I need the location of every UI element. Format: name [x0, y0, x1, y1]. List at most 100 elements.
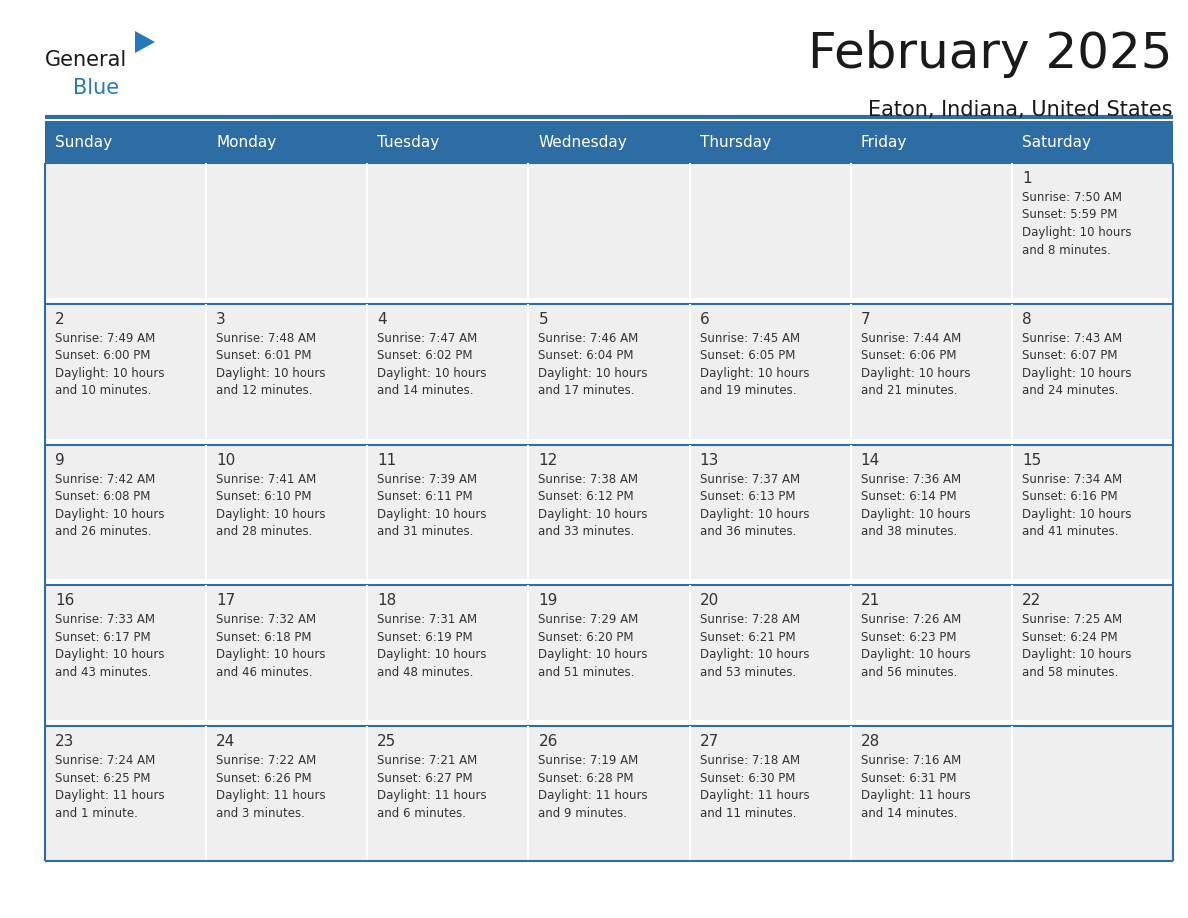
Bar [45, 121, 207, 163]
Text: 19: 19 [538, 593, 558, 609]
Text: Sunrise: 7:50 AM
Sunset: 5:59 PM
Daylight: 10 hours
and 8 minutes.: Sunrise: 7:50 AM Sunset: 5:59 PM Dayligh… [1022, 191, 1131, 256]
Text: Sunrise: 7:45 AM
Sunset: 6:05 PM
Daylight: 10 hours
and 19 minutes.: Sunrise: 7:45 AM Sunset: 6:05 PM Dayligh… [700, 331, 809, 397]
Text: Sunrise: 7:39 AM
Sunset: 6:11 PM
Daylight: 10 hours
and 31 minutes.: Sunrise: 7:39 AM Sunset: 6:11 PM Dayligh… [378, 473, 487, 538]
Bar [851, 444, 1012, 579]
Bar [851, 121, 1012, 163]
Bar [1012, 586, 1173, 721]
Text: Sunrise: 7:47 AM
Sunset: 6:02 PM
Daylight: 10 hours
and 14 minutes.: Sunrise: 7:47 AM Sunset: 6:02 PM Dayligh… [378, 331, 487, 397]
Text: Sunrise: 7:22 AM
Sunset: 6:26 PM
Daylight: 11 hours
and 3 minutes.: Sunrise: 7:22 AM Sunset: 6:26 PM Dayligh… [216, 755, 326, 820]
Text: Friday: Friday [861, 135, 908, 150]
Bar [207, 163, 367, 297]
Bar [45, 726, 207, 861]
Text: 11: 11 [378, 453, 397, 467]
Bar [367, 586, 529, 721]
Text: 17: 17 [216, 593, 235, 609]
Text: 21: 21 [861, 593, 880, 609]
Text: Sunrise: 7:26 AM
Sunset: 6:23 PM
Daylight: 10 hours
and 56 minutes.: Sunrise: 7:26 AM Sunset: 6:23 PM Dayligh… [861, 613, 971, 679]
Text: 13: 13 [700, 453, 719, 467]
Bar [529, 304, 689, 439]
Bar [1012, 163, 1173, 297]
Text: 16: 16 [55, 593, 75, 609]
Bar [529, 163, 689, 297]
Text: 27: 27 [700, 734, 719, 749]
Bar [207, 586, 367, 721]
Text: 14: 14 [861, 453, 880, 467]
Text: 25: 25 [378, 734, 397, 749]
Bar [367, 726, 529, 861]
Text: Sunrise: 7:31 AM
Sunset: 6:19 PM
Daylight: 10 hours
and 48 minutes.: Sunrise: 7:31 AM Sunset: 6:19 PM Dayligh… [378, 613, 487, 679]
Text: 24: 24 [216, 734, 235, 749]
Bar [367, 163, 529, 297]
Text: Sunrise: 7:44 AM
Sunset: 6:06 PM
Daylight: 10 hours
and 21 minutes.: Sunrise: 7:44 AM Sunset: 6:06 PM Dayligh… [861, 331, 971, 397]
Text: 2: 2 [55, 312, 64, 327]
Bar [529, 121, 689, 163]
Bar [689, 444, 851, 579]
Bar [207, 444, 367, 579]
Text: 8: 8 [1022, 312, 1031, 327]
Text: 6: 6 [700, 312, 709, 327]
Bar [689, 163, 851, 297]
Text: 4: 4 [378, 312, 387, 327]
Text: Wednesday: Wednesday [538, 135, 627, 150]
Text: Sunrise: 7:42 AM
Sunset: 6:08 PM
Daylight: 10 hours
and 26 minutes.: Sunrise: 7:42 AM Sunset: 6:08 PM Dayligh… [55, 473, 164, 538]
Text: Monday: Monday [216, 135, 277, 150]
Text: Sunrise: 7:19 AM
Sunset: 6:28 PM
Daylight: 11 hours
and 9 minutes.: Sunrise: 7:19 AM Sunset: 6:28 PM Dayligh… [538, 755, 647, 820]
Bar [689, 121, 851, 163]
Text: Blue: Blue [72, 78, 119, 98]
Text: 1: 1 [1022, 171, 1031, 186]
Text: 20: 20 [700, 593, 719, 609]
Bar [207, 304, 367, 439]
Text: Sunrise: 7:24 AM
Sunset: 6:25 PM
Daylight: 11 hours
and 1 minute.: Sunrise: 7:24 AM Sunset: 6:25 PM Dayligh… [55, 755, 165, 820]
Text: Thursday: Thursday [700, 135, 771, 150]
Text: 3: 3 [216, 312, 226, 327]
Text: Sunrise: 7:41 AM
Sunset: 6:10 PM
Daylight: 10 hours
and 28 minutes.: Sunrise: 7:41 AM Sunset: 6:10 PM Dayligh… [216, 473, 326, 538]
Text: Saturday: Saturday [1022, 135, 1091, 150]
Text: Sunrise: 7:38 AM
Sunset: 6:12 PM
Daylight: 10 hours
and 33 minutes.: Sunrise: 7:38 AM Sunset: 6:12 PM Dayligh… [538, 473, 647, 538]
Bar [529, 726, 689, 861]
Text: Tuesday: Tuesday [378, 135, 440, 150]
Text: Sunrise: 7:49 AM
Sunset: 6:00 PM
Daylight: 10 hours
and 10 minutes.: Sunrise: 7:49 AM Sunset: 6:00 PM Dayligh… [55, 331, 164, 397]
Bar [1012, 304, 1173, 439]
Bar [45, 304, 207, 439]
Bar [1012, 121, 1173, 163]
Text: 23: 23 [55, 734, 75, 749]
Bar [1012, 726, 1173, 861]
Text: Sunrise: 7:29 AM
Sunset: 6:20 PM
Daylight: 10 hours
and 51 minutes.: Sunrise: 7:29 AM Sunset: 6:20 PM Dayligh… [538, 613, 647, 679]
Text: Sunrise: 7:21 AM
Sunset: 6:27 PM
Daylight: 11 hours
and 6 minutes.: Sunrise: 7:21 AM Sunset: 6:27 PM Dayligh… [378, 755, 487, 820]
Text: Sunrise: 7:43 AM
Sunset: 6:07 PM
Daylight: 10 hours
and 24 minutes.: Sunrise: 7:43 AM Sunset: 6:07 PM Dayligh… [1022, 331, 1131, 397]
Text: Sunrise: 7:46 AM
Sunset: 6:04 PM
Daylight: 10 hours
and 17 minutes.: Sunrise: 7:46 AM Sunset: 6:04 PM Dayligh… [538, 331, 647, 397]
Polygon shape [135, 31, 154, 53]
Text: 18: 18 [378, 593, 397, 609]
Text: Sunrise: 7:18 AM
Sunset: 6:30 PM
Daylight: 11 hours
and 11 minutes.: Sunrise: 7:18 AM Sunset: 6:30 PM Dayligh… [700, 755, 809, 820]
Text: Sunday: Sunday [55, 135, 112, 150]
Bar [207, 121, 367, 163]
Bar [45, 444, 207, 579]
Bar [851, 304, 1012, 439]
Text: 28: 28 [861, 734, 880, 749]
Text: Eaton, Indiana, United States: Eaton, Indiana, United States [868, 100, 1173, 120]
Text: Sunrise: 7:25 AM
Sunset: 6:24 PM
Daylight: 10 hours
and 58 minutes.: Sunrise: 7:25 AM Sunset: 6:24 PM Dayligh… [1022, 613, 1131, 679]
Text: 7: 7 [861, 312, 871, 327]
Text: 22: 22 [1022, 593, 1041, 609]
Text: Sunrise: 7:33 AM
Sunset: 6:17 PM
Daylight: 10 hours
and 43 minutes.: Sunrise: 7:33 AM Sunset: 6:17 PM Dayligh… [55, 613, 164, 679]
Text: General: General [45, 50, 127, 70]
Text: Sunrise: 7:48 AM
Sunset: 6:01 PM
Daylight: 10 hours
and 12 minutes.: Sunrise: 7:48 AM Sunset: 6:01 PM Dayligh… [216, 331, 326, 397]
Bar [367, 444, 529, 579]
Text: Sunrise: 7:16 AM
Sunset: 6:31 PM
Daylight: 11 hours
and 14 minutes.: Sunrise: 7:16 AM Sunset: 6:31 PM Dayligh… [861, 755, 971, 820]
Text: Sunrise: 7:36 AM
Sunset: 6:14 PM
Daylight: 10 hours
and 38 minutes.: Sunrise: 7:36 AM Sunset: 6:14 PM Dayligh… [861, 473, 971, 538]
Bar [45, 586, 207, 721]
Text: 10: 10 [216, 453, 235, 467]
Text: 5: 5 [538, 312, 548, 327]
Text: Sunrise: 7:37 AM
Sunset: 6:13 PM
Daylight: 10 hours
and 36 minutes.: Sunrise: 7:37 AM Sunset: 6:13 PM Dayligh… [700, 473, 809, 538]
Bar [689, 586, 851, 721]
Text: 12: 12 [538, 453, 557, 467]
Text: Sunrise: 7:28 AM
Sunset: 6:21 PM
Daylight: 10 hours
and 53 minutes.: Sunrise: 7:28 AM Sunset: 6:21 PM Dayligh… [700, 613, 809, 679]
Bar [367, 304, 529, 439]
Text: Sunrise: 7:34 AM
Sunset: 6:16 PM
Daylight: 10 hours
and 41 minutes.: Sunrise: 7:34 AM Sunset: 6:16 PM Dayligh… [1022, 473, 1131, 538]
Bar [529, 586, 689, 721]
Bar [689, 726, 851, 861]
Bar [851, 163, 1012, 297]
Bar [207, 726, 367, 861]
Bar [1012, 444, 1173, 579]
Bar [45, 163, 207, 297]
